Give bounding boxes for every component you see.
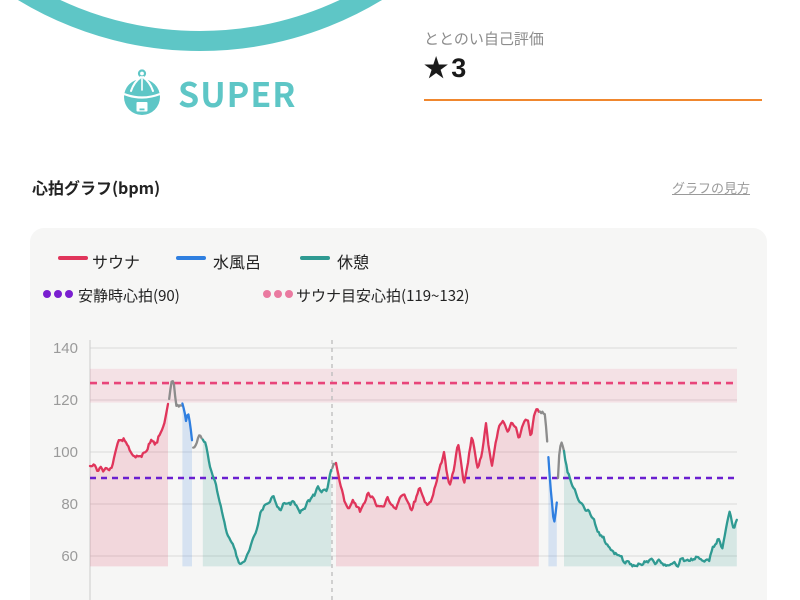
svg-text:140: 140 [53, 340, 78, 357]
svg-text:80: 80 [61, 496, 78, 513]
svg-text:60: 60 [61, 548, 78, 565]
svg-text:120: 120 [53, 392, 78, 409]
svg-text:100: 100 [53, 444, 78, 461]
